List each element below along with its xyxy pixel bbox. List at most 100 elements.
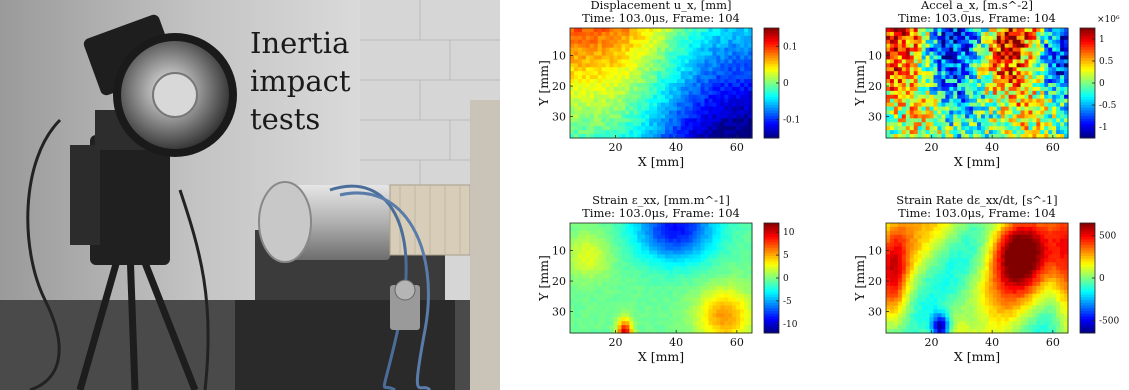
chart2-heatmap-cell <box>1024 43 1030 49</box>
chart1-heatmap-cell <box>645 75 650 80</box>
chart2-heatmap-cell <box>929 106 935 112</box>
chart1-heatmap-cell <box>641 35 646 41</box>
chart2-heatmap-cell <box>1036 126 1041 131</box>
chart4-heatmap-cell <box>945 297 950 303</box>
chart3-heatmap-cell <box>593 293 599 299</box>
chart3-heatmap-cell <box>581 281 587 287</box>
chart2-heatmap-cell <box>929 90 935 96</box>
chart3-heatmap-cell <box>696 246 702 252</box>
chart4-heatmap-cell <box>1052 254 1057 259</box>
chart3-heatmap-cell <box>700 250 706 256</box>
chart4-heatmap-cell <box>1028 258 1033 263</box>
chart1-heatmap-cell <box>577 94 583 100</box>
chart2-heatmap-cell <box>1024 134 1030 139</box>
chart2-heatmap-cell <box>973 106 978 112</box>
chart3-heatmap-cell <box>688 258 694 263</box>
chart1-heatmap-cell <box>601 126 607 131</box>
chart1-heatmap-cell <box>633 51 638 57</box>
chart2-heatmap-cell <box>961 114 966 119</box>
chart3-heatmap-cell <box>696 234 702 240</box>
chart4-heatmap-cell <box>901 226 907 232</box>
chart3-heatmap-cell <box>676 297 682 303</box>
chart3-heatmap-cell <box>613 266 619 271</box>
chart4-heatmap-cell <box>1036 250 1041 256</box>
chart1-heatmap-cell <box>637 79 642 84</box>
chart1-colorbar-step <box>764 63 779 67</box>
chart2-heatmap-cell <box>1024 126 1030 131</box>
chart1-heatmap-cell <box>688 114 694 119</box>
chart4-heatmap-cell <box>917 262 923 267</box>
chart1-heatmap-cell <box>573 83 579 88</box>
chart1-heatmap-cell <box>593 110 599 116</box>
chart3-heatmap-cell <box>641 285 646 291</box>
chart2-heatmap-cell <box>949 71 954 76</box>
chart3-heatmap-cell <box>672 309 678 314</box>
chart1-heatmap-cell <box>748 63 753 68</box>
chart4-heatmap-cell <box>1024 270 1030 275</box>
chart2-heatmap-cell <box>925 31 931 37</box>
chart1-heatmap-cell <box>637 134 642 139</box>
chart3-heatmap-cell <box>570 329 575 334</box>
chart4-heatmap-cell <box>1012 250 1018 256</box>
chart1-heatmap-cell <box>740 122 745 127</box>
chart3-heatmap-cell <box>696 226 702 232</box>
chart2-heatmap-cell <box>1000 47 1006 53</box>
chart2-heatmap-cell <box>1016 67 1022 72</box>
chart2-colorbar-step <box>1080 74 1095 78</box>
chart1-heatmap-cell <box>633 59 638 64</box>
chart1-heatmap-cell <box>637 126 642 131</box>
chart1-heatmap-cell <box>577 63 583 68</box>
chart1-heatmap-cell <box>581 47 587 53</box>
chart4-heatmap-cell <box>945 238 950 244</box>
chart1-heatmap-cell <box>720 126 725 131</box>
chart2-heatmap-cell <box>897 122 903 127</box>
chart3-heatmap-cell <box>609 266 615 271</box>
chart3-xtick-label: 60 <box>730 336 744 349</box>
chart1-heatmap-cell <box>732 86 737 92</box>
chart3-heatmap-cell <box>645 234 650 240</box>
chart1-heatmap-cell <box>724 63 729 68</box>
chart2-heatmap-cell <box>941 43 946 49</box>
chart2-heatmap-cell <box>893 122 899 127</box>
chart1-heatmap-cell <box>732 28 737 33</box>
chart2-heatmap-cell <box>897 43 903 49</box>
chart3-colorbar-step <box>764 330 779 334</box>
chart4-heatmap-cell <box>909 278 915 283</box>
chart2-heatmap-cell <box>945 110 950 116</box>
chart2-colorbar-step <box>1080 91 1095 95</box>
chart1-heatmap-cell <box>720 114 725 119</box>
chart1-heatmap-cell <box>601 110 607 116</box>
chart3-heatmap-cell <box>657 297 662 303</box>
chart1-heatmap-cell <box>585 134 591 139</box>
chart3-heatmap-cell <box>704 278 710 283</box>
chart4-heatmap-cell <box>917 293 923 299</box>
chart2-colorbar-step <box>1080 41 1095 45</box>
chart4-heatmap-cell <box>957 238 962 244</box>
chart2-heatmap-cell <box>1028 83 1033 88</box>
chart2-heatmap-cell <box>1016 122 1022 127</box>
chart2-heatmap-cell <box>965 118 970 123</box>
chart4-heatmap-cell <box>901 278 907 283</box>
chart3-colorbar-step <box>764 267 779 271</box>
chart1-heatmap-cell <box>716 35 721 41</box>
chart3-heatmap-cell <box>633 230 638 236</box>
chart1-heatmap-cell <box>633 47 638 53</box>
chart1-heatmap-cell <box>748 114 753 119</box>
chart3-heatmap-cell <box>621 285 626 291</box>
chart3-heatmap-cell <box>577 289 583 295</box>
chart2-heatmap-cell <box>1024 90 1030 96</box>
chart1-heatmap-cell <box>581 55 587 61</box>
chart3-heatmap-cell <box>629 301 634 307</box>
chart2-heatmap-cell <box>913 71 919 76</box>
chart1-heatmap-cell <box>720 35 725 41</box>
chart1-heatmap-cell <box>609 51 615 57</box>
chart2-heatmap-cell <box>1004 75 1010 80</box>
chart1-heatmap-cell <box>704 106 710 112</box>
chart3-heatmap-cell <box>732 226 737 232</box>
chart3-heatmap-cell <box>589 278 595 283</box>
chart2-heatmap-cell <box>937 55 942 61</box>
chart2-heatmap-cell <box>1052 71 1057 76</box>
chart4-heatmap-cell <box>1028 274 1033 279</box>
chart3-heatmap-cell <box>668 242 674 248</box>
chart4-heatmap-cell <box>984 258 990 263</box>
